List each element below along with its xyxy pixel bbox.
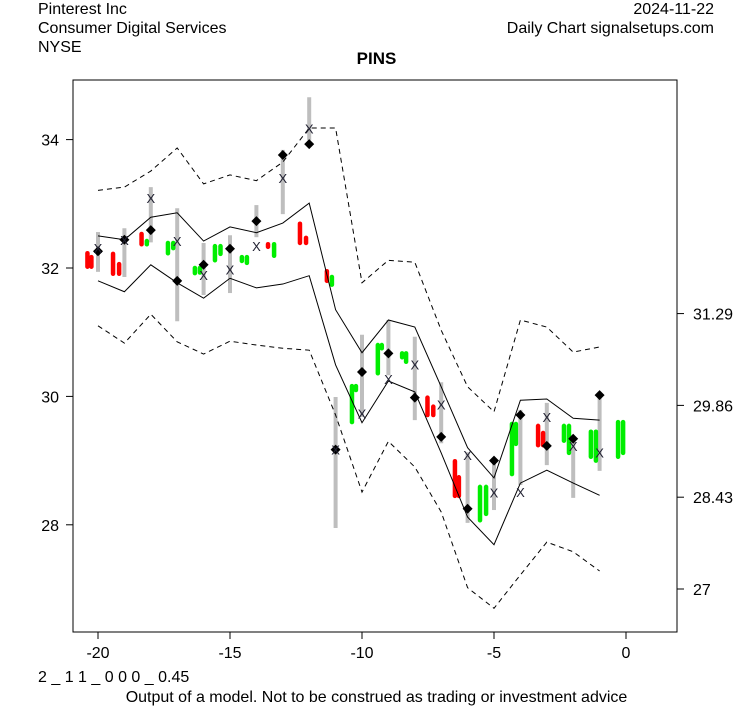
diamond-marker bbox=[330, 444, 341, 455]
x-marker: X bbox=[384, 372, 393, 387]
x-marker: X bbox=[490, 486, 499, 501]
diamond-marker bbox=[145, 225, 156, 236]
x-marker: X bbox=[542, 410, 551, 425]
x-tick-label: 0 bbox=[622, 645, 631, 662]
diamond-marker bbox=[251, 216, 262, 227]
x-marker: X bbox=[278, 171, 287, 186]
x-marker: X bbox=[463, 448, 472, 463]
diamond-marker bbox=[594, 390, 605, 401]
x-marker: X bbox=[410, 357, 419, 372]
diamond-marker bbox=[93, 246, 103, 257]
x-marker: X bbox=[569, 439, 578, 454]
diamond-marker bbox=[383, 348, 394, 359]
diamond-marker bbox=[436, 431, 447, 442]
diamond-marker bbox=[277, 150, 288, 161]
lower-dashed-band bbox=[97, 313, 600, 609]
chart-source: Daily Chart signalsetups.com bbox=[506, 20, 714, 37]
diamond-marker bbox=[225, 243, 235, 254]
sector: Consumer Digital Services bbox=[38, 20, 227, 37]
x-marker: X bbox=[199, 268, 208, 283]
y-tick-label-right: 27 bbox=[693, 582, 711, 599]
y-tick-label-left: 30 bbox=[41, 389, 59, 406]
x-marker: X bbox=[173, 234, 182, 249]
y-tick-label-right: 31.29 bbox=[693, 307, 733, 324]
x-marker: X bbox=[331, 443, 340, 458]
x-tick-label: -15 bbox=[218, 645, 241, 662]
x-marker: X bbox=[146, 191, 155, 206]
y-tick-label-left: 34 bbox=[41, 133, 59, 150]
diamond-marker bbox=[198, 259, 209, 270]
upper-dashed-band bbox=[97, 127, 600, 413]
chart-title: PINS bbox=[356, 49, 397, 68]
chart-date: 2024-11-22 bbox=[633, 1, 714, 18]
model-code: 2 _ 1 1 _ 0 0 0 _ 0.45 bbox=[38, 669, 190, 686]
diamond-marker bbox=[119, 234, 130, 245]
company-name: Pinterest Inc bbox=[38, 1, 127, 18]
x-marker: X bbox=[595, 445, 604, 460]
diamond-marker bbox=[489, 455, 499, 466]
y-tick-label-left: 28 bbox=[41, 518, 59, 535]
diamond-marker bbox=[304, 139, 315, 150]
x-tick-label: -20 bbox=[86, 645, 109, 662]
exchange: NYSE bbox=[38, 39, 82, 56]
x-tick-label: -5 bbox=[487, 645, 501, 662]
y-tick-label-left: 32 bbox=[41, 261, 59, 278]
x-tick-label: -10 bbox=[350, 645, 373, 662]
diamond-marker bbox=[357, 367, 367, 378]
diamond-marker bbox=[541, 440, 552, 451]
x-marker: X bbox=[94, 241, 103, 256]
diamond-marker bbox=[409, 392, 420, 403]
x-marker: X bbox=[120, 233, 129, 248]
y-tick-label-right: 28.43 bbox=[693, 490, 733, 507]
x-marker: X bbox=[252, 239, 261, 254]
diamond-marker bbox=[568, 433, 579, 444]
x-marker: X bbox=[305, 122, 314, 137]
x-marker: X bbox=[437, 398, 446, 413]
y-tick-label-right: 29.86 bbox=[693, 398, 733, 415]
diamond-marker bbox=[172, 275, 183, 286]
disclaimer: Output of a model. Not to be construed a… bbox=[125, 689, 628, 706]
x-marker: X bbox=[226, 262, 235, 277]
plot-frame bbox=[72, 79, 678, 633]
diamond-marker bbox=[515, 410, 526, 421]
lower-solid-band bbox=[97, 264, 600, 546]
x-marker: X bbox=[516, 485, 525, 500]
upper-solid-band bbox=[97, 202, 600, 479]
x-marker: X bbox=[358, 407, 367, 422]
diamond-marker bbox=[462, 503, 473, 514]
